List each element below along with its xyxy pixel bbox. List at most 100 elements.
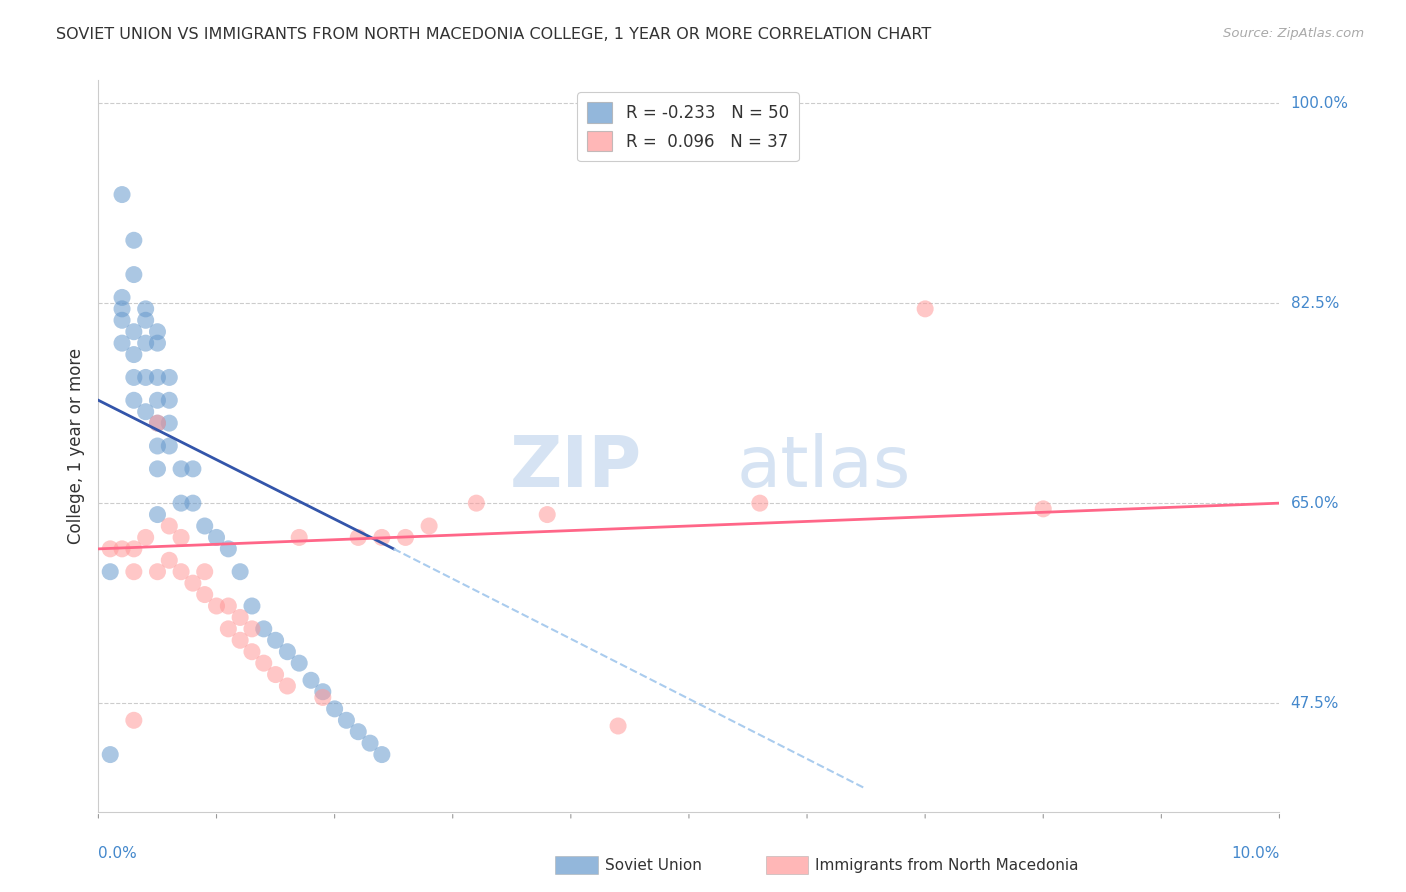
Point: [146, 336, 169, 351]
Point: [122, 370, 145, 384]
Point: [312, 684, 335, 698]
Point: [122, 393, 145, 408]
Point: [253, 656, 276, 670]
Point: [170, 530, 193, 544]
Point: [205, 599, 228, 613]
Point: [98, 541, 121, 556]
Point: [194, 588, 217, 602]
Text: 47.5%: 47.5%: [1291, 696, 1339, 711]
Point: [146, 439, 169, 453]
Point: [240, 599, 263, 613]
Point: [264, 633, 287, 648]
Point: [335, 714, 357, 728]
Point: [122, 233, 145, 247]
Point: [240, 622, 263, 636]
Point: [264, 667, 287, 681]
Point: [217, 622, 239, 636]
Point: [217, 541, 239, 556]
Point: [135, 313, 157, 327]
Point: [111, 187, 134, 202]
Point: [157, 370, 180, 384]
Point: [371, 747, 394, 762]
Point: [146, 416, 169, 430]
Text: ZIP: ZIP: [509, 434, 641, 502]
Point: [157, 393, 180, 408]
Point: [157, 416, 180, 430]
Point: [135, 336, 157, 351]
Point: [465, 496, 488, 510]
Text: Soviet Union: Soviet Union: [605, 858, 702, 872]
Point: [111, 301, 134, 316]
Point: [194, 519, 217, 533]
Point: [914, 301, 936, 316]
Text: SOVIET UNION VS IMMIGRANTS FROM NORTH MACEDONIA COLLEGE, 1 YEAR OR MORE CORRELAT: SOVIET UNION VS IMMIGRANTS FROM NORTH MA…: [56, 27, 932, 42]
Point: [157, 553, 180, 567]
Point: [347, 530, 370, 544]
Point: [217, 599, 239, 613]
Point: [170, 565, 193, 579]
Point: [111, 290, 134, 304]
Point: [229, 633, 252, 648]
Legend: R = -0.233   N = 50, R =  0.096   N = 37: R = -0.233 N = 50, R = 0.096 N = 37: [578, 92, 799, 161]
Point: [359, 736, 381, 750]
Text: Source: ZipAtlas.com: Source: ZipAtlas.com: [1223, 27, 1364, 40]
Point: [240, 645, 263, 659]
Text: 10.0%: 10.0%: [1232, 847, 1279, 862]
Point: [146, 416, 169, 430]
Point: [170, 496, 193, 510]
Text: 0.0%: 0.0%: [98, 847, 138, 862]
Point: [748, 496, 770, 510]
Point: [1032, 501, 1054, 516]
Point: [135, 530, 157, 544]
Point: [146, 462, 169, 476]
Point: [205, 530, 228, 544]
Point: [607, 719, 630, 733]
Point: [299, 673, 322, 688]
Point: [157, 439, 180, 453]
Point: [122, 348, 145, 362]
Text: 100.0%: 100.0%: [1291, 95, 1348, 111]
Point: [157, 519, 180, 533]
Point: [146, 393, 169, 408]
Point: [229, 610, 252, 624]
Point: [122, 541, 145, 556]
Point: [122, 714, 145, 728]
Point: [288, 656, 311, 670]
Point: [111, 541, 134, 556]
Point: [135, 301, 157, 316]
Point: [135, 405, 157, 419]
Point: [181, 462, 204, 476]
Point: [146, 508, 169, 522]
Point: [122, 325, 145, 339]
Point: [122, 268, 145, 282]
Point: [181, 496, 204, 510]
Y-axis label: College, 1 year or more: College, 1 year or more: [66, 348, 84, 544]
Point: [194, 565, 217, 579]
Point: [276, 679, 298, 693]
Point: [98, 747, 121, 762]
Point: [111, 313, 134, 327]
Text: 65.0%: 65.0%: [1291, 496, 1339, 510]
Text: atlas: atlas: [737, 434, 911, 502]
Point: [347, 724, 370, 739]
Point: [146, 565, 169, 579]
Point: [536, 508, 558, 522]
Point: [135, 370, 157, 384]
Point: [181, 576, 204, 591]
Point: [312, 690, 335, 705]
Point: [371, 530, 394, 544]
Point: [170, 462, 193, 476]
Point: [253, 622, 276, 636]
Point: [229, 565, 252, 579]
Point: [394, 530, 416, 544]
Point: [111, 336, 134, 351]
Point: [98, 565, 121, 579]
Text: Immigrants from North Macedonia: Immigrants from North Macedonia: [815, 858, 1078, 872]
Point: [276, 645, 298, 659]
Point: [418, 519, 440, 533]
Point: [288, 530, 311, 544]
Point: [146, 325, 169, 339]
Point: [146, 370, 169, 384]
Text: 82.5%: 82.5%: [1291, 295, 1339, 310]
Point: [122, 565, 145, 579]
